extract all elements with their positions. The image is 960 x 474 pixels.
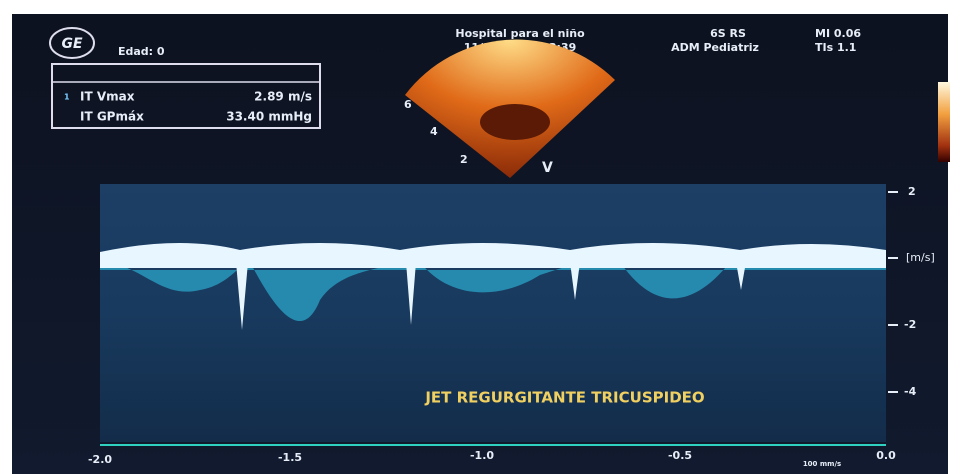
- probe: 6S RS: [710, 27, 746, 40]
- age: Edad: 0: [118, 45, 165, 58]
- cavity: [480, 104, 550, 140]
- time-label: -1.5: [278, 451, 302, 464]
- depth-label: 6: [404, 98, 412, 111]
- measure-value: 2.89 m/s: [254, 90, 312, 104]
- depth-label: 4: [430, 125, 438, 138]
- annotation: JET REGURGITANTE TRICUSPIDEO: [424, 389, 704, 407]
- velocity-label: -2: [904, 318, 916, 331]
- velocity-label: -4: [904, 385, 917, 398]
- color-bar: [938, 82, 950, 162]
- measure-label: IT GPmáx: [80, 110, 144, 124]
- tis: TIs 1.1: [815, 41, 856, 54]
- velocity-unit: [m/s]: [906, 251, 935, 264]
- mi: MI 0.06: [815, 27, 861, 40]
- brand: GE: [61, 36, 82, 52]
- baseline-signal: [100, 243, 886, 268]
- measure-value: 33.40 mmHg: [226, 110, 312, 124]
- sweep-speed: 100 mm/s: [803, 460, 841, 468]
- measure-label: IT Vmax: [80, 90, 135, 104]
- preset: ADM Pediatriz: [671, 41, 759, 54]
- depth-label: 2: [460, 153, 468, 166]
- time-label: -0.5: [668, 449, 692, 462]
- time-label: 0.0: [876, 449, 896, 462]
- screen: GE Edad: 0 Hospital para el niño 11/10/1…: [0, 0, 960, 474]
- measure-index: 1: [64, 93, 70, 102]
- time-label: -2.0: [88, 453, 112, 466]
- time-label: -1.0: [470, 449, 494, 462]
- velocity-label: 2: [908, 185, 916, 198]
- hospital: Hospital para el niño: [455, 27, 585, 40]
- sector-marker: V: [542, 160, 553, 176]
